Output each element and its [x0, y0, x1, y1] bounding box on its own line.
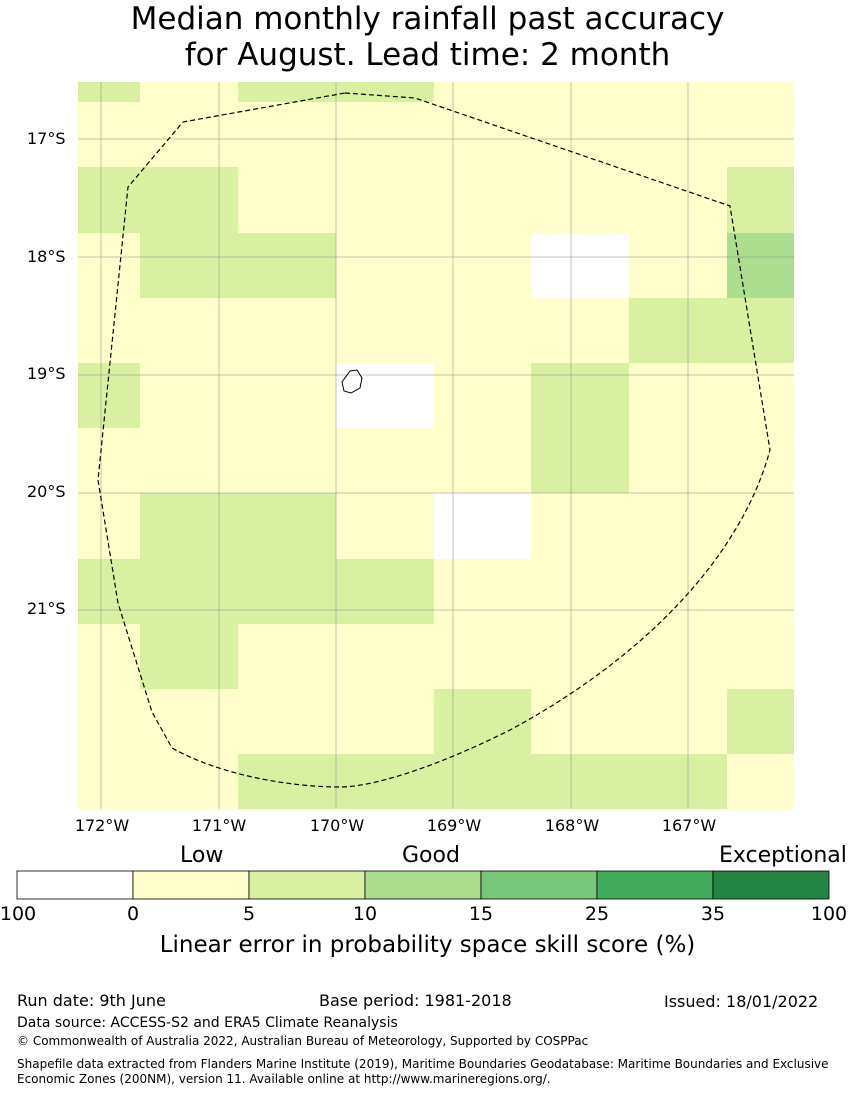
colorbar-swatch [132, 870, 250, 900]
lon-label: 169°W [426, 816, 482, 835]
grid-cell [140, 233, 336, 298]
grid-cell [727, 167, 794, 233]
skill-grid [78, 82, 794, 809]
lon-label: 170°W [309, 816, 365, 835]
grid-cell [727, 233, 794, 298]
grid-cell [78, 363, 140, 428]
copyright: © Commonwealth of Australia 2022, Austra… [17, 1034, 589, 1048]
graticule [78, 82, 794, 809]
category-good: Good [402, 843, 460, 868]
grid-cell [238, 754, 727, 809]
colorbar-swatch [596, 870, 714, 900]
lat-label: 20°S [27, 482, 66, 501]
colorbar-swatch [248, 870, 366, 900]
colorbar-swatch [712, 870, 830, 900]
run-date: Run date: 9th June [17, 991, 166, 1010]
category-exceptional: Exceptional [719, 843, 847, 868]
category-low: Low [180, 843, 224, 868]
lat-label: 18°S [27, 247, 66, 266]
data-source: Data source: ACCESS-S2 and ERA5 Climate … [17, 1015, 398, 1031]
grid-cell [434, 689, 531, 754]
colorbar [16, 870, 830, 900]
lon-label: 168°W [544, 816, 600, 835]
grid-cell [336, 363, 434, 428]
island-outline [341, 369, 363, 394]
colorbar-tick: 100 [810, 903, 848, 925]
grid-cell [727, 689, 794, 754]
grid-cell [629, 298, 794, 363]
lat-label: 17°S [27, 129, 66, 148]
grid-cell [140, 493, 336, 559]
eez-boundary [97, 92, 771, 788]
colorbar-label: Linear error in probability space skill … [159, 932, 696, 958]
lat-label: 19°S [27, 364, 66, 383]
grid-cell [531, 363, 629, 428]
grid-cell [78, 82, 140, 102]
colorbar-tick: 10 [352, 903, 378, 925]
grid-cell [531, 428, 629, 493]
colorbar-swatch [364, 870, 482, 900]
map-title-line-1: Median monthly rainfall past accuracy [130, 1, 725, 37]
grid-cell [78, 167, 238, 233]
map-title-line-2: for August. Lead time: 2 month [184, 37, 671, 73]
shapefile-credit-line-1: Shapefile data extracted from Flanders M… [17, 1057, 829, 1071]
colorbar-swatch [480, 870, 598, 900]
colorbar-swatch [16, 870, 134, 900]
colorbar-tick: 25 [584, 903, 610, 925]
grid-cell [434, 493, 531, 559]
lon-label: 167°W [661, 816, 717, 835]
colorbar-tick: 5 [242, 903, 256, 925]
shapefile-credit-line-2: Economic Zones (200NM), version 11. Avai… [17, 1072, 551, 1086]
lon-label: 171°W [191, 816, 247, 835]
lon-label: 172°W [74, 816, 130, 835]
grid-cell [531, 233, 629, 298]
colorbar-tick: 15 [468, 903, 494, 925]
colorbar-tick: 100 [0, 903, 37, 925]
issued-date: Issued: 18/01/2022 [664, 992, 819, 1011]
lat-label: 21°S [27, 599, 66, 618]
grid-cell [78, 559, 434, 624]
base-period: Base period: 1981-2018 [319, 991, 512, 1010]
colorbar-tick: 35 [700, 903, 726, 925]
colorbar-tick: 0 [126, 903, 140, 925]
grid-cell [140, 624, 238, 689]
